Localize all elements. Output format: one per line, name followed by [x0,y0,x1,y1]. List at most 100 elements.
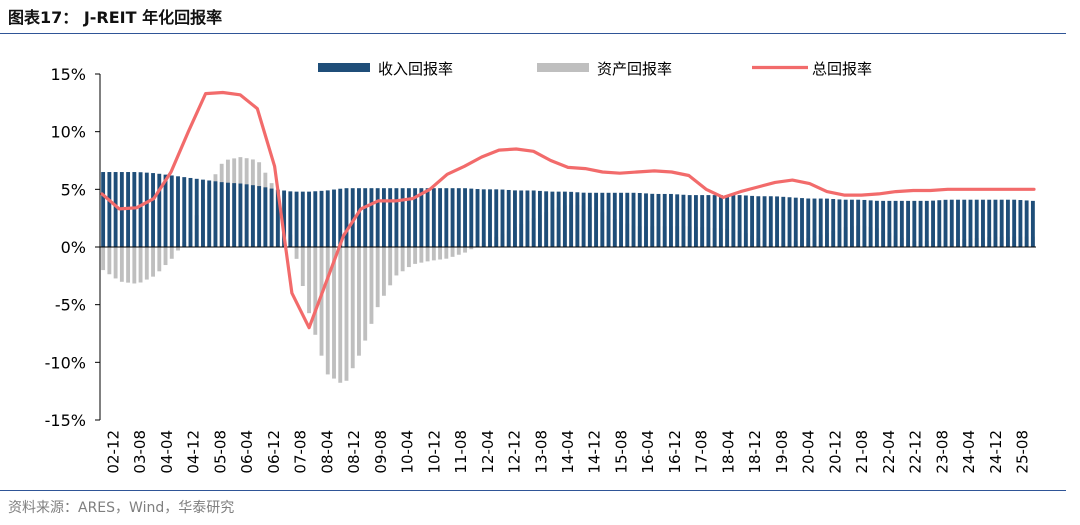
income-return-bar [575,192,580,247]
income-return-bar [750,195,755,247]
income-return-bar [662,193,667,247]
income-return-bar [949,199,954,247]
income-return-bar [943,199,948,247]
income-return-bar [874,200,879,247]
x-tick-label: 14-04 [559,430,577,474]
asset-return-bar [101,247,106,271]
x-tick-label: 09-08 [372,430,390,474]
income-return-bar [800,198,804,247]
x-tick-label: 18-12 [746,430,764,474]
income-return-bar [488,189,492,247]
income-return-bar [138,172,143,247]
income-return-bar [650,193,655,247]
income-return-bar [675,194,680,247]
x-tick-label: 10-04 [399,430,417,474]
asset-return-bar [463,247,467,253]
income-return-bar [444,188,449,247]
income-return-bar [250,185,255,247]
x-tick-label: 06-04 [238,430,256,474]
income-return-bar [319,190,324,247]
income-return-bar [113,172,118,247]
income-return-bar [631,192,636,247]
income-return-bar [182,177,187,247]
income-return-bar [569,191,574,247]
income-return-bar [818,198,823,247]
income-return-bar [956,199,960,247]
x-tick-label: 02-12 [104,430,122,474]
income-return-bar [718,195,723,247]
chart-title: 图表17： J-REIT 年化回报率 [8,8,223,27]
income-return-bar [500,189,505,247]
legend-asset-label: 资产回报率 [597,60,672,78]
asset-return-bar [431,247,436,261]
income-return-bar [837,199,842,247]
income-return-bar [313,191,318,247]
x-tick-label: 24-04 [960,430,978,474]
income-return-bar [881,200,886,247]
income-return-bar [743,195,748,247]
income-return-bar [375,188,380,247]
asset-return-bar [307,247,311,314]
income-return-bar [962,199,967,247]
legend-total-label: 总回报率 [812,60,872,78]
income-return-bar [712,195,717,247]
x-tick-label: 24-12 [987,430,1005,474]
income-return-bar [924,200,929,247]
income-return-bar [263,187,268,247]
asset-return-bar [388,247,393,286]
income-return-bar [693,195,698,247]
income-return-bar [144,172,149,247]
income-return-bar [581,192,586,247]
income-return-bar [381,188,386,247]
asset-return-bar [319,247,324,356]
y-tick-label: 0% [61,238,86,257]
footer-divider [0,490,1066,491]
income-return-bar [669,193,673,247]
asset-return-bar [394,247,399,276]
income-return-bar [325,190,330,247]
asset-return-bar [325,247,330,375]
x-tick-label: 13-08 [532,430,550,474]
x-tick-label: 08-04 [318,430,336,474]
income-return-bar [806,198,811,247]
income-return-bar [425,188,430,247]
asset-return-bar [375,247,380,308]
income-return-bar [681,194,686,247]
income-return-bar [450,188,455,247]
income-return-bar [213,181,218,247]
income-return-bar [513,190,517,247]
income-return-bar [899,200,904,247]
income-return-bar [288,191,293,247]
x-tick-label: 21-08 [853,430,871,474]
asset-return-bar [363,247,368,341]
income-return-bar [637,192,642,247]
income-return-bar [700,195,705,247]
income-return-bar [606,192,611,247]
income-return-bar [176,176,180,247]
y-tick-label: 5% [61,180,86,199]
asset-return-bar [151,247,155,277]
income-return-bar [463,188,467,247]
asset-return-bar [294,247,299,259]
total-return-line-group [100,90,1036,330]
asset-return-bar [419,247,424,263]
x-tick-label: 15-08 [613,430,631,474]
income-return-bar [363,188,368,247]
income-return-bar [725,195,730,247]
x-tick-label: 06-12 [265,430,283,474]
income-return-bar [350,188,355,247]
income-return-bar [294,191,299,247]
income-return-bar [868,200,873,247]
income-return-bar [762,196,767,247]
x-tick-label: 19-08 [773,430,791,474]
income-return-bar [1018,200,1023,247]
asset-return-bar [313,247,318,335]
title-divider [0,33,1066,34]
x-tick-label: 22-12 [907,430,925,474]
asset-return-bar [138,247,143,283]
income-return-bar [344,188,349,247]
income-return-bar [481,189,486,247]
income-return-bar [768,196,773,247]
x-tick-label: 04-12 [185,430,203,474]
income-return-bar [238,183,243,247]
